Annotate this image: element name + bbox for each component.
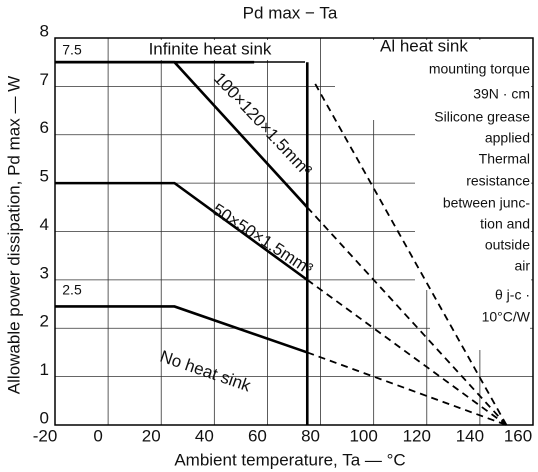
x-tick-label: 0 — [93, 426, 102, 445]
x-tick-label: 40 — [195, 426, 214, 445]
curve — [306, 206, 508, 426]
curve — [55, 305, 308, 354]
y-tick-label: 5 — [40, 167, 49, 186]
x-tick-label: 100 — [349, 426, 377, 445]
annotation: outside — [485, 237, 530, 253]
y-tick-label: 3 — [40, 263, 49, 282]
annotation: between junc- — [443, 195, 531, 211]
x-tick-label: -20 — [33, 426, 58, 445]
x-tick-label: 140 — [456, 426, 484, 445]
x-tick-label: 20 — [142, 426, 161, 445]
annotation: 7.5 — [62, 42, 82, 58]
annotation: Al heat sink — [380, 36, 468, 55]
label-box — [415, 120, 531, 290]
curve-label: 50×50×1.5mm³ — [209, 200, 316, 279]
annotation: resistance — [466, 173, 530, 189]
x-tick-label: 160 — [504, 426, 532, 445]
annotation: Thermal — [479, 151, 530, 167]
y-tick-label: 2 — [40, 312, 49, 331]
chart-title: Pd max − Ta — [243, 3, 338, 22]
y-axis-label: Allowable power dissipation, Pd max — W — [4, 76, 23, 394]
curve — [306, 351, 507, 426]
label-box — [118, 40, 304, 60]
x-tick-label: 80 — [301, 426, 320, 445]
curve-label: No heat sink — [158, 347, 254, 396]
annotation: tion and — [480, 216, 530, 232]
x-tick-label: 60 — [248, 426, 267, 445]
annotation: 39N · cm — [473, 86, 530, 102]
y-tick-label: 4 — [40, 215, 49, 234]
y-tick-label: 7 — [40, 70, 49, 89]
plot-frame — [54, 37, 534, 426]
y-tick-label: 0 — [40, 408, 49, 427]
annotation: Silicone grease — [434, 109, 530, 125]
curve-label: 100×120×1.5mm³ — [210, 69, 316, 180]
curve — [55, 181, 309, 281]
x-axis-label: Ambient temperature, Ta — °C — [174, 450, 405, 469]
annotation: air — [514, 258, 530, 274]
y-tick-label: 8 — [40, 21, 49, 40]
annotation: 2.5 — [62, 282, 82, 298]
curve — [306, 279, 507, 426]
annotation: θ j-c · — [495, 287, 530, 303]
annotation: mounting torque — [429, 61, 530, 77]
x-tick-label: 120 — [403, 426, 431, 445]
y-tick-label: 6 — [40, 118, 49, 137]
curve — [314, 83, 508, 426]
curve-label: Infinite heat sink — [149, 39, 272, 58]
annotation: applied — [485, 130, 530, 146]
y-tick-label: 1 — [40, 360, 49, 379]
annotation: 10°C/W — [482, 309, 531, 325]
label-box — [335, 40, 531, 120]
